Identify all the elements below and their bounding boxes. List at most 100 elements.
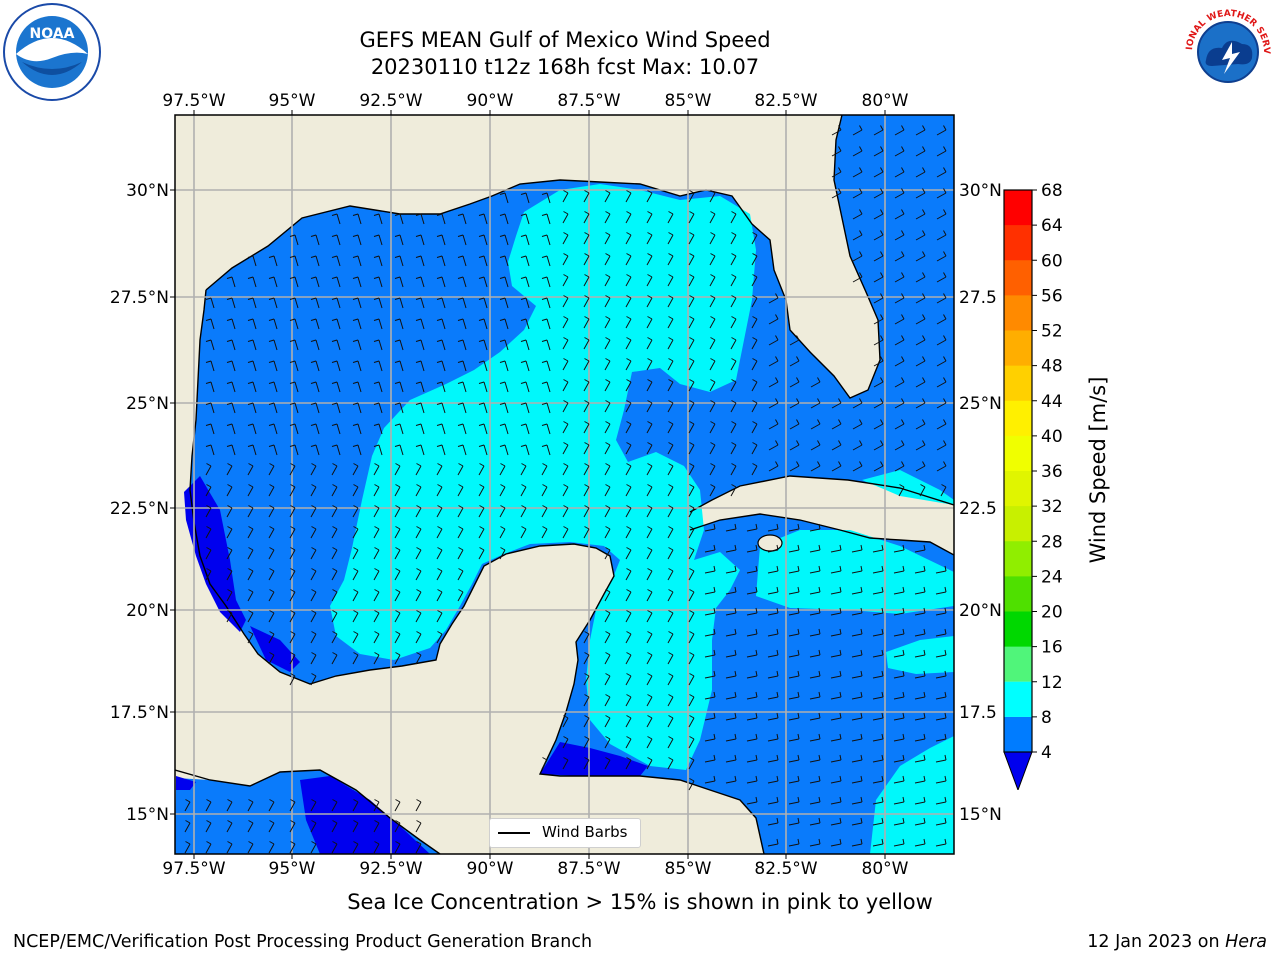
wind-barb xyxy=(247,423,257,435)
wind-barb xyxy=(289,841,296,854)
wind-barb xyxy=(852,167,863,178)
wind-barb xyxy=(893,628,905,637)
wind-barb xyxy=(457,360,467,372)
wind-barb xyxy=(415,841,422,854)
wind-barb xyxy=(688,484,695,497)
wind-barb xyxy=(852,440,863,451)
wind-barb xyxy=(852,251,863,262)
wind-barb xyxy=(268,444,278,456)
wind-barb xyxy=(247,402,257,414)
wind-barb xyxy=(625,232,632,245)
wind-barb xyxy=(725,607,737,616)
wind-barb xyxy=(478,318,488,330)
wind-barb xyxy=(709,190,716,203)
wind-barb xyxy=(936,272,947,283)
wind-barb xyxy=(604,358,611,371)
wind-barb xyxy=(767,523,779,532)
wind-barb xyxy=(914,586,926,595)
wind-barb xyxy=(268,463,275,476)
wind-barb xyxy=(604,547,611,560)
wind-barb xyxy=(499,360,509,372)
wind-barb xyxy=(520,526,527,539)
wind-barb xyxy=(788,733,800,742)
wind-barb xyxy=(893,817,905,826)
wind-barb xyxy=(583,631,590,644)
wind-barb xyxy=(746,670,758,679)
wind-barb xyxy=(247,444,257,456)
wind-barb xyxy=(704,544,716,553)
pacific-coastline xyxy=(175,769,441,854)
wind-barb xyxy=(415,799,422,812)
wind-barb xyxy=(935,586,947,595)
colorbar-segment xyxy=(1004,576,1032,612)
wind-barb xyxy=(310,360,320,372)
low-wind-southwest xyxy=(250,626,300,672)
wind-barb xyxy=(415,589,422,602)
wind-barb xyxy=(936,125,947,136)
wind-barb xyxy=(873,146,884,157)
footer-date: 12 Jan 2023 on xyxy=(1087,932,1226,952)
wind-barb xyxy=(709,379,716,392)
wind-barb xyxy=(289,297,299,309)
wind-barb xyxy=(268,568,275,581)
wind-barb xyxy=(667,463,674,476)
wind-barb xyxy=(415,610,422,623)
wind-barb xyxy=(935,712,947,721)
wind-barb xyxy=(625,757,632,770)
wind-barb xyxy=(604,316,611,329)
wind-barb xyxy=(872,775,884,784)
wind-barb xyxy=(646,421,653,434)
wind-barb xyxy=(478,547,485,560)
wind-barb xyxy=(667,715,674,728)
wind-barb xyxy=(688,232,695,245)
wind-barb xyxy=(226,339,236,351)
wind-barb xyxy=(373,423,383,435)
wind-barb xyxy=(667,358,674,371)
wind-barb xyxy=(625,358,632,371)
wind-barb xyxy=(667,400,674,413)
wind-barb xyxy=(667,652,674,665)
wind-barb xyxy=(872,670,884,679)
wind-barb xyxy=(688,253,695,266)
wind-barb xyxy=(436,484,443,497)
wind-barb xyxy=(625,484,632,497)
wind-barb xyxy=(667,442,674,455)
wind-barb xyxy=(226,589,233,602)
wind-barb xyxy=(415,484,422,497)
colorbar-tick-label: 48 xyxy=(1041,357,1063,377)
wind-barb xyxy=(583,316,590,329)
wind-barb xyxy=(746,712,758,721)
wind-barb xyxy=(914,628,926,637)
colorbar-segment xyxy=(1004,611,1032,648)
wind-barb xyxy=(894,398,905,409)
wind-barb xyxy=(268,505,275,518)
wind-barb xyxy=(767,565,779,574)
wind-barb xyxy=(289,568,296,581)
wind-barb xyxy=(583,442,590,455)
wind-barb xyxy=(894,272,905,283)
wind-barb xyxy=(436,234,446,246)
wind-barb xyxy=(310,841,317,854)
lon-label-bottom: 97.5°W xyxy=(162,859,225,879)
wind-barb xyxy=(809,838,821,847)
wind-barb xyxy=(268,526,275,539)
wind-barb xyxy=(893,607,905,616)
lat-label-right: 15°N xyxy=(959,805,1002,825)
wind-barb xyxy=(373,339,383,351)
wind-barb xyxy=(873,461,884,472)
wind-barb xyxy=(583,232,590,245)
lon-label-top: 95°W xyxy=(269,91,316,111)
wind-barb xyxy=(935,796,947,805)
wind-barb xyxy=(789,440,800,451)
wind-barb xyxy=(788,817,800,826)
wind-barb xyxy=(746,733,758,742)
wind-barb xyxy=(688,274,695,287)
wind-barb xyxy=(352,339,362,351)
wind-barb xyxy=(746,523,758,532)
wind-barb xyxy=(310,484,317,497)
wind-barb xyxy=(730,211,737,224)
wind-barb xyxy=(768,314,779,325)
wind-barb xyxy=(268,381,278,393)
wind-barb xyxy=(646,190,653,203)
wind-barb xyxy=(852,398,863,409)
